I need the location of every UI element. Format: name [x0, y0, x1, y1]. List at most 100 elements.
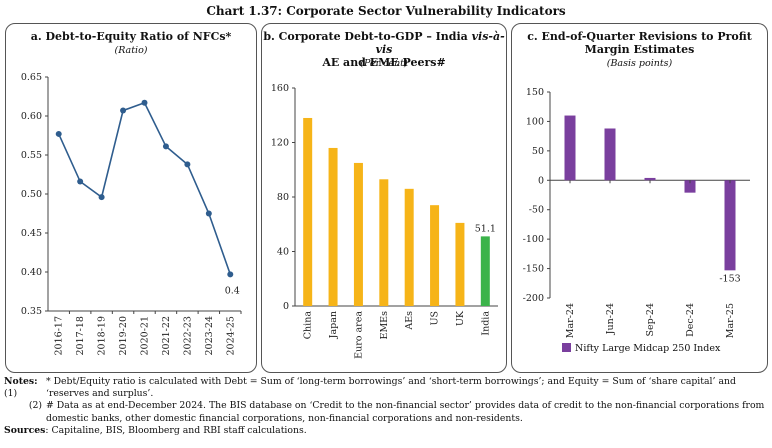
y-tick-label: 0.40 — [21, 267, 42, 278]
y-tick-label: 0 — [283, 301, 289, 312]
y-tick-label: 40 — [277, 247, 289, 258]
panel-b-title-italic: vis-à-vis — [375, 30, 505, 56]
panel-a-subtitle: (Ratio) — [114, 45, 148, 56]
panel-b-title-pre: b. Corporate Debt-to-GDP – India — [263, 30, 472, 43]
chart-c-svg: -200 -150 -100 -50 0 50 100 150 Mar-24 Jun-24 Sep-… — [523, 87, 750, 338]
y-tick-label: 0 — [538, 175, 544, 186]
panel-a-title: a. Debt-to-Equity Ratio of NFCs* — [30, 30, 232, 43]
bar-dec-24 — [684, 180, 696, 193]
x-tick-label: India — [480, 311, 491, 336]
x-tick-label: 2023-24 — [204, 316, 215, 355]
note-1-num: (1) — [4, 388, 18, 400]
x-tick-label: 2020-21 — [140, 316, 151, 355]
y-tick-label: 100 — [526, 116, 544, 127]
data-point — [227, 271, 234, 278]
notes-label: Notes: — [4, 376, 38, 387]
bar-emes — [379, 179, 389, 306]
y-tick-label: -200 — [523, 293, 544, 304]
x-tick-label: 2022-23 — [182, 316, 193, 355]
bar-jun-24 — [604, 128, 616, 181]
sources-line: Sources: Capitaline, BIS, Bloomberg and … — [4, 425, 768, 437]
note-2-text: # Data as at end-December 2024. The BIS … — [46, 400, 765, 424]
bar-mar-25 — [724, 180, 736, 271]
data-point — [55, 130, 62, 137]
y-tick-label: -100 — [523, 234, 544, 245]
data-point — [162, 143, 169, 150]
x-tick-label: Dec-24 — [685, 303, 696, 337]
last-value-label: 0.4 — [225, 285, 240, 296]
chart-c-legend: Nifty Large Midcap 250 Index — [562, 343, 720, 354]
legend-swatch — [562, 343, 571, 352]
y-tick-label: 0.65 — [21, 72, 42, 83]
y-tick-label: 80 — [277, 192, 289, 203]
y-tick-label: 50 — [532, 146, 544, 157]
bar-us — [430, 205, 440, 306]
x-tick-label: Mar-25 — [725, 303, 736, 338]
chart-a-svg: 0.35 0.40 0.45 0.50 0.55 0.60 0.65 2016-17 2017-… — [21, 72, 242, 355]
x-tick-label: AEs — [404, 311, 415, 331]
x-tick-label: Jun-24 — [605, 303, 616, 335]
sources-label: Sources — [4, 424, 46, 436]
y-tick-label: 0.45 — [21, 228, 42, 239]
panel-b-subtitle: (Per cent) — [360, 58, 408, 69]
note-1-text: * Debt/Equity ratio is calculated with D… — [46, 376, 736, 400]
y-tick-label: 0.50 — [21, 189, 42, 200]
bar-sep-24 — [644, 177, 656, 181]
x-tick-label: Mar-24 — [565, 303, 576, 338]
bar-mar-24 — [564, 115, 576, 181]
x-tick-label: China — [303, 311, 314, 340]
data-point — [205, 210, 212, 217]
panel-c-title-line2: Margin Estimates — [584, 43, 695, 56]
y-tick-label: -50 — [529, 205, 544, 216]
min-value-label: -153 — [719, 273, 740, 284]
x-tick-label: 2024-25 — [225, 316, 236, 355]
data-point — [98, 194, 105, 201]
panel-c-title: c. End-of-Quarter Revisions to Profit Ma… — [512, 30, 767, 56]
x-tick-label: Sep-24 — [645, 303, 656, 337]
y-tick-label: 150 — [526, 87, 544, 98]
panel-c-subtitle: (Basis points) — [606, 58, 673, 69]
x-tick-label: 2021-22 — [161, 316, 172, 355]
x-tick-label: 2018-19 — [97, 316, 108, 355]
note-2-num: (2) — [28, 400, 42, 412]
panel-c-title-line1: c. End-of-Quarter Revisions to Profit — [527, 30, 752, 43]
y-tick-label: 120 — [271, 138, 289, 149]
note-1: Notes:(1) * Debt/Equity ratio is calcula… — [4, 376, 768, 400]
panel-debt-to-gdp: b. Corporate Debt-to-GDP – India vis-à-v… — [261, 23, 507, 373]
bar-india — [480, 236, 490, 306]
panel-debt-to-equity: a. Debt-to-Equity Ratio of NFCs* (Ratio)… — [5, 23, 257, 373]
x-tick-label: US — [430, 311, 441, 326]
y-tick-label: 0.60 — [21, 111, 42, 122]
panel-profit-margin-revisions: c. End-of-Quarter Revisions to Profit Ma… — [511, 23, 768, 373]
sources-text: : Capitaline, BIS, Bloomberg and RBI sta… — [45, 424, 307, 436]
bar-aes — [404, 188, 414, 306]
bar-uk — [455, 222, 465, 306]
bar-japan — [328, 147, 338, 306]
legend-label: Nifty Large Midcap 250 Index — [575, 343, 721, 354]
x-tick-label: UK — [455, 310, 466, 326]
main-title: Chart 1.37: Corporate Sector Vulnerabili… — [206, 4, 566, 18]
x-tick-label: Euro area — [353, 311, 364, 359]
chart-b-svg: 0 40 80 120 160 China Japan Euro area EMEs AEs US U… — [271, 83, 498, 359]
panel-b-title-line2: AE and EME Peers# — [322, 56, 446, 69]
x-tick-label: Japan — [328, 311, 339, 339]
data-point — [77, 178, 84, 185]
india-value-label: 51.1 — [475, 223, 496, 234]
x-tick-label: EMEs — [379, 311, 390, 340]
note-2: (2) # Data as at end-December 2024. The … — [4, 400, 768, 424]
bar-china — [303, 117, 313, 306]
data-point — [141, 99, 148, 106]
data-line — [57, 101, 232, 275]
x-tick-label: 2019-20 — [118, 316, 129, 355]
y-tick-label: -150 — [523, 264, 544, 275]
notes-block: Notes:(1) * Debt/Equity ratio is calcula… — [4, 376, 768, 437]
y-tick-label: 160 — [271, 83, 289, 94]
data-point — [120, 107, 127, 114]
data-point — [184, 161, 191, 168]
y-tick-label: 0.35 — [21, 306, 42, 317]
x-tick-label: 2016-17 — [54, 316, 65, 355]
bar-euro-area — [353, 162, 363, 306]
panel-b-title: b. Corporate Debt-to-GDP – India vis-à-v… — [262, 30, 506, 69]
y-tick-label: 0.55 — [21, 150, 42, 161]
x-tick-label: 2017-18 — [75, 316, 86, 355]
